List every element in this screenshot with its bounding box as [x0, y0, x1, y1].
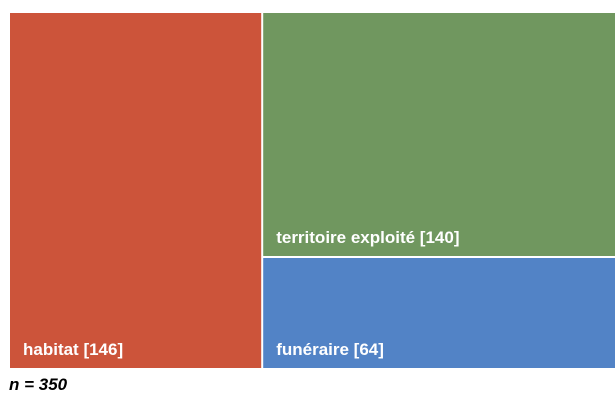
- tile-label: funéraire [64]: [276, 340, 384, 359]
- tile: [10, 13, 262, 368]
- tile-label: habitat [146]: [23, 340, 123, 359]
- tile-label: territoire exploité [140]: [276, 228, 459, 247]
- annotation: n = 350: [9, 375, 68, 394]
- tile: [263, 258, 615, 368]
- tile: [263, 13, 615, 256]
